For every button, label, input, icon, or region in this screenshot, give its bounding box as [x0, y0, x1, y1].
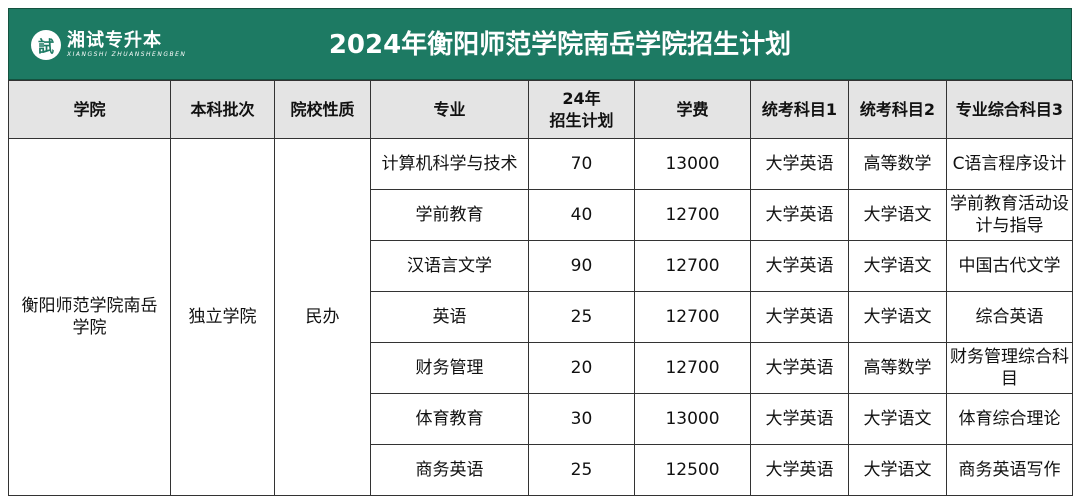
- fee-cell: 12700: [634, 240, 751, 292]
- header-subject1: 统考科目1: [750, 80, 849, 139]
- logo-seal-icon: 試: [31, 30, 61, 60]
- major-cell: 学前教育: [370, 189, 529, 241]
- subject2-cell: 大学语文: [848, 189, 947, 241]
- nature-cell: 民办: [274, 138, 371, 496]
- subject3-cell: 中国古代文学: [946, 240, 1073, 292]
- subject3-cell: C语言程序设计: [946, 138, 1073, 190]
- table-row: 学前教育 40 12700 大学英语 大学语文 学前教育活动设计与指导: [9, 189, 1073, 241]
- subject1-cell: 大学英语: [750, 291, 849, 343]
- subject3-cell: 体育综合理论: [946, 393, 1073, 445]
- table-row: 衡阳师范学院南岳学院 独立学院 民办 计算机科学与技术 70 13000 大学英语 高等数学 C…: [8, 138, 1073, 496]
- header-college: 学院: [8, 80, 171, 139]
- subject3-cell: 财务管理综合科目: [946, 342, 1073, 394]
- subject1-cell: 大学英语: [750, 444, 849, 496]
- subject2-cell: 高等数学: [848, 342, 947, 394]
- major-cell: 商务英语: [370, 444, 529, 496]
- fee-cell: 12700: [634, 291, 751, 343]
- header-batch: 本科批次: [170, 80, 275, 139]
- subject1-cell: 大学英语: [750, 342, 849, 394]
- fee-cell: 12700: [634, 189, 751, 241]
- logo-name: 湘试专升本: [67, 30, 162, 51]
- header-nature: 院校性质: [274, 80, 371, 139]
- fee-cell: 13000: [634, 393, 751, 445]
- table-row: 体育教育 30 13000 大学英语 大学语文 体育综合理论: [9, 393, 1073, 445]
- quota-cell: 20: [528, 342, 635, 394]
- logo: 試 湘试专升本 XIANGSHI ZHUANSHENGBEN: [31, 23, 186, 67]
- table-row: 商务英语 25 12500 大学英语 大学语文 商务英语写作: [9, 444, 1073, 496]
- header-major: 专业: [370, 80, 529, 139]
- logo-pinyin: XIANGSHI ZHUANSHENGBEN: [67, 51, 187, 58]
- subject1-cell: 大学英语: [750, 240, 849, 292]
- table-row: 汉语言文学 90 12700 大学英语 大学语文 中国古代文学: [9, 240, 1073, 292]
- fee-cell: 12500: [634, 444, 751, 496]
- fee-cell: 13000: [634, 138, 751, 190]
- major-cell: 英语: [370, 291, 529, 343]
- quota-cell: 40: [528, 189, 635, 241]
- major-cell: 财务管理: [370, 342, 529, 394]
- header-row: 学院 本科批次 院校性质 专业 24年 招生计划 学费 统考科目1 统考科目2 …: [8, 80, 1073, 139]
- quota-cell: 30: [528, 393, 635, 445]
- header-subject2: 统考科目2: [848, 80, 947, 139]
- header-fee: 学费: [634, 80, 751, 139]
- major-cell: 汉语言文学: [370, 240, 529, 292]
- subject2-cell: 高等数学: [848, 138, 947, 190]
- title-bar: 2024年衡阳师范学院南岳学院招生计划 試 湘试专升本 XIANGSHI ZHU…: [8, 8, 1072, 80]
- major-cell: 体育教育: [370, 393, 529, 445]
- subject2-cell: 大学语文: [848, 291, 947, 343]
- subject2-cell: 大学语文: [848, 240, 947, 292]
- fee-cell: 12700: [634, 342, 751, 394]
- enrollment-plan-table: 学院 本科批次 院校性质 专业 24年 招生计划 学费 统考科目1 统考科目2 …: [8, 80, 1073, 496]
- header-quota: 24年 招生计划: [528, 80, 635, 139]
- subject2-cell: 大学语文: [848, 444, 947, 496]
- page-title: 2024年衡阳师范学院南岳学院招生计划: [328, 30, 792, 60]
- subject1-cell: 大学英语: [750, 138, 849, 190]
- header-subject3: 专业综合科目3: [946, 80, 1073, 139]
- subject3-cell: 综合英语: [946, 291, 1073, 343]
- quota-cell: 70: [528, 138, 635, 190]
- quota-cell: 25: [528, 444, 635, 496]
- subject3-cell: 学前教育活动设计与指导: [946, 189, 1073, 241]
- major-cell: 计算机科学与技术: [370, 138, 529, 190]
- subject2-cell: 大学语文: [848, 393, 947, 445]
- subject1-cell: 大学英语: [750, 393, 849, 445]
- quota-cell: 90: [528, 240, 635, 292]
- quota-cell: 25: [528, 291, 635, 343]
- subject1-cell: 大学英语: [750, 189, 849, 241]
- college-cell: 衡阳师范学院南岳学院: [8, 138, 171, 496]
- batch-cell: 独立学院: [170, 138, 275, 496]
- subject3-cell: 商务英语写作: [946, 444, 1073, 496]
